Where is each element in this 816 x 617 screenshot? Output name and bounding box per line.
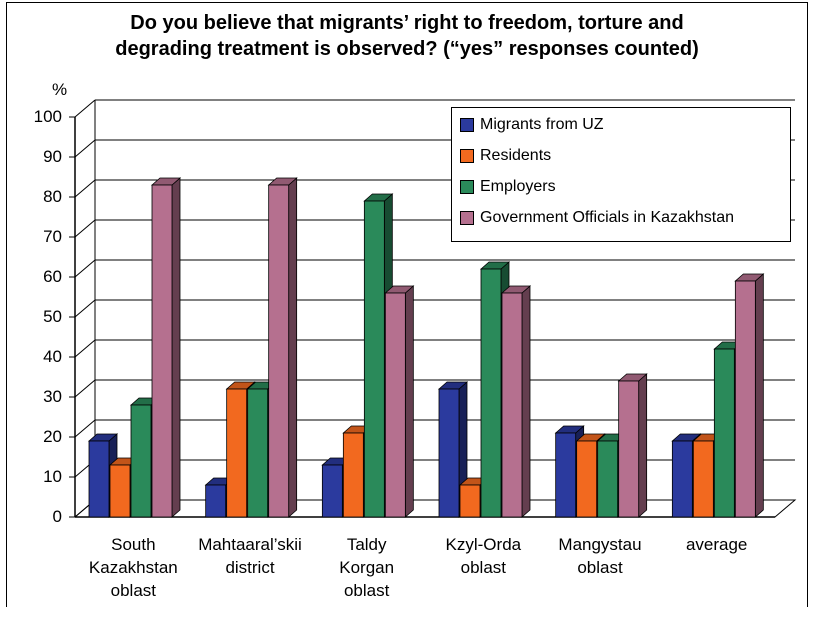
x-category-label: average bbox=[652, 533, 782, 556]
legend-item-employers: Employers bbox=[460, 176, 556, 198]
legend-item-residents: Residents bbox=[460, 145, 551, 167]
bar bbox=[247, 388, 269, 518]
chart-legend: Migrants from UZ Residents Employers Gov… bbox=[451, 107, 791, 242]
gridline-side bbox=[74, 139, 96, 158]
y-tick-label: 80 bbox=[43, 187, 62, 206]
bar bbox=[501, 292, 523, 518]
bar-side bbox=[521, 285, 531, 518]
legend-item-officials: Government Officials in Kazakhstan bbox=[460, 207, 734, 229]
legend-swatch-employers bbox=[460, 180, 474, 194]
bar bbox=[734, 280, 756, 518]
x-category-label-line: Kazakhstan bbox=[88, 558, 178, 577]
x-category-label: Taldy Korgan oblast bbox=[302, 533, 432, 602]
bar-side bbox=[404, 285, 414, 518]
bar bbox=[713, 348, 735, 518]
chart-frame bbox=[6, 2, 808, 607]
bar bbox=[692, 440, 714, 518]
bar bbox=[268, 184, 290, 518]
legend-swatch-migrants bbox=[460, 118, 474, 132]
x-category-label-line: average bbox=[685, 535, 748, 554]
y-tick-label: 60 bbox=[43, 267, 62, 286]
x-category-label: South Kazakhstan oblast bbox=[68, 533, 198, 602]
bar bbox=[576, 440, 598, 518]
y-tick-label: 70 bbox=[43, 227, 62, 246]
bar bbox=[109, 464, 131, 518]
bar bbox=[384, 292, 406, 518]
legend-label-residents: Residents bbox=[480, 147, 552, 164]
gridline-side bbox=[74, 179, 96, 198]
bar bbox=[363, 200, 385, 518]
bar bbox=[342, 432, 364, 518]
bar bbox=[597, 440, 619, 518]
chart-title: Do you believe that migrants’ right to f… bbox=[6, 10, 808, 62]
x-category-label-line: Kzyl-Orda bbox=[445, 535, 522, 554]
x-category-label: Mangystau oblast bbox=[535, 533, 665, 579]
bar bbox=[151, 184, 173, 518]
legend-label-officials: Government Officials in Kazakhstan bbox=[480, 209, 735, 226]
gridline-side bbox=[74, 419, 96, 438]
bar-side bbox=[638, 373, 648, 518]
chart-title-line-1: Do you believe that migrants’ right to f… bbox=[130, 12, 684, 34]
bar bbox=[205, 484, 227, 518]
x-category-label-line: Mangystau bbox=[558, 535, 642, 554]
y-tick-label: 0 bbox=[52, 507, 62, 526]
x-category-label-line: district bbox=[225, 558, 275, 577]
y-tick-label: 10 bbox=[43, 467, 62, 486]
y-tick-label: 90 bbox=[43, 147, 62, 166]
x-category-label: Mahtaaral’skii district bbox=[185, 533, 315, 579]
x-category-label-line: Taldy bbox=[346, 535, 387, 554]
legend-swatch-officials bbox=[460, 211, 474, 225]
legend-swatch-residents bbox=[460, 149, 474, 163]
x-category-label: Kzyl-Orda oblast bbox=[418, 533, 548, 579]
gridline-side bbox=[74, 339, 96, 358]
bar bbox=[88, 440, 110, 518]
bar bbox=[618, 380, 640, 518]
x-category-label-line: oblast bbox=[110, 581, 157, 600]
gridline-side bbox=[74, 99, 96, 118]
x-category-label-line: South bbox=[111, 535, 156, 554]
bar bbox=[130, 404, 152, 518]
chart-title-line-2: degrading treatment is observed? (“yes” … bbox=[115, 38, 699, 60]
y-axis-unit-label: % bbox=[52, 80, 68, 99]
x-category-label-line: oblast bbox=[460, 558, 507, 577]
y-tick-label: 100 bbox=[33, 107, 62, 126]
bar bbox=[671, 440, 693, 518]
x-category-label-line: Korgan bbox=[339, 558, 395, 577]
legend-label-employers: Employers bbox=[480, 178, 556, 195]
bar-side bbox=[288, 177, 298, 518]
y-tick-label: 30 bbox=[43, 387, 62, 406]
bar-side bbox=[754, 273, 764, 518]
legend-label-migrants: Migrants from UZ bbox=[480, 116, 604, 133]
x-category-label-line: Mahtaaral’skii bbox=[198, 535, 302, 554]
bar bbox=[480, 268, 502, 518]
legend-item-migrants: Migrants from UZ bbox=[460, 114, 604, 136]
gridline-side bbox=[74, 259, 96, 278]
bar bbox=[226, 388, 248, 518]
x-category-label-line: oblast bbox=[577, 558, 623, 577]
bar bbox=[459, 484, 481, 518]
x-category-label-line: oblast bbox=[343, 581, 390, 600]
bar bbox=[321, 464, 343, 518]
y-tick-label: 40 bbox=[43, 347, 62, 366]
y-tick-label: 50 bbox=[43, 307, 62, 326]
y-tick-label: 20 bbox=[43, 427, 62, 446]
bar bbox=[438, 388, 460, 518]
bar bbox=[555, 432, 577, 518]
gridline-side bbox=[74, 299, 96, 318]
gridline-side bbox=[74, 379, 96, 398]
bar-side bbox=[171, 177, 181, 518]
gridline-side bbox=[74, 219, 96, 238]
